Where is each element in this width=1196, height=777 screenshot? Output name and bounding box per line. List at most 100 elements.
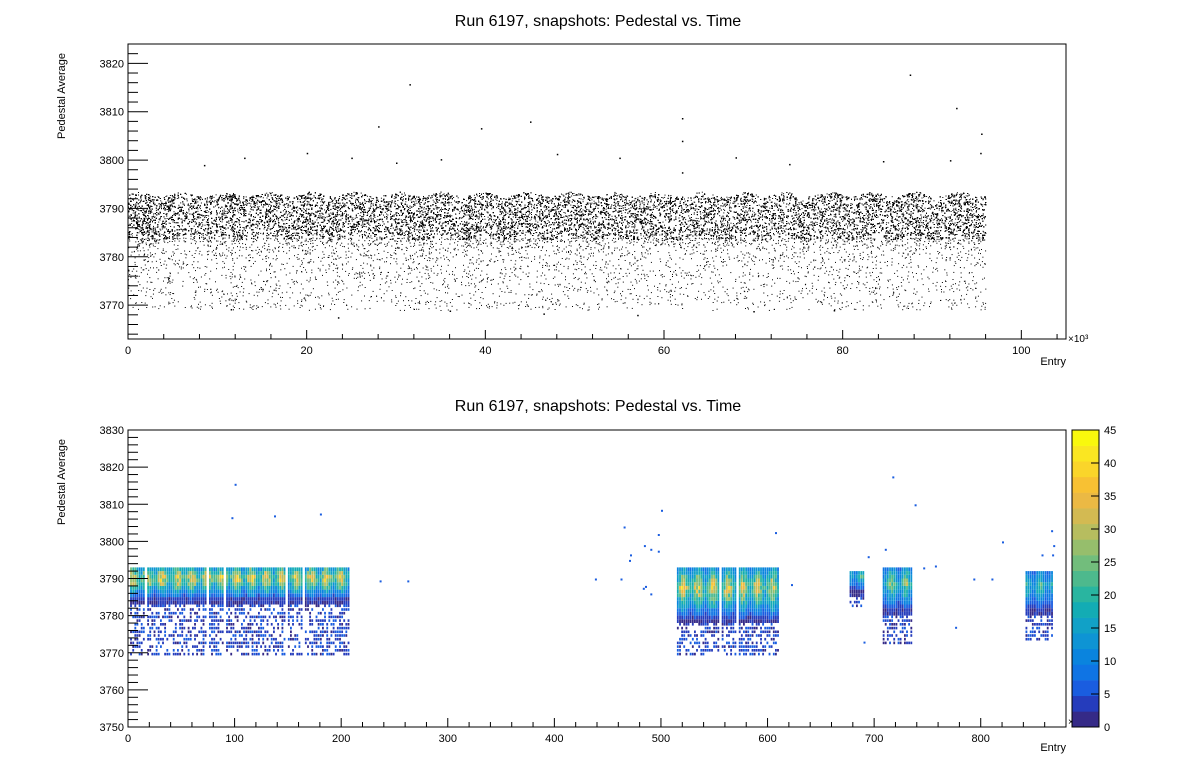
data-point	[454, 200, 455, 202]
data-point	[981, 237, 983, 239]
data-point	[824, 232, 826, 234]
data-point	[530, 224, 532, 225]
data-point	[151, 200, 153, 202]
data-point	[216, 210, 218, 211]
data-point	[719, 215, 721, 217]
data-point	[372, 207, 374, 209]
data-point	[557, 199, 559, 201]
data-point	[283, 228, 285, 230]
data-point	[734, 218, 736, 220]
data-point	[587, 233, 589, 235]
data-point	[496, 203, 498, 205]
data-point	[887, 215, 889, 217]
data-point	[783, 197, 785, 199]
data-point	[740, 199, 742, 201]
data-point	[361, 209, 362, 211]
data-point	[631, 232, 633, 233]
data-point	[932, 219, 934, 221]
data-point	[681, 199, 682, 201]
data-point	[498, 208, 500, 209]
data-point	[805, 203, 807, 204]
data-point	[407, 236, 409, 238]
data-point	[197, 208, 199, 210]
data-point	[362, 194, 363, 196]
data-point	[618, 229, 620, 231]
data-point	[344, 204, 346, 206]
data-point	[658, 209, 660, 211]
data-point	[466, 205, 468, 207]
data-point	[832, 211, 834, 213]
data-point	[732, 216, 734, 218]
data-point	[706, 198, 708, 200]
data-point	[916, 219, 918, 221]
data-point	[816, 214, 818, 216]
data-point	[348, 200, 350, 202]
data-point	[447, 214, 449, 216]
data-point	[920, 218, 922, 220]
data-point	[410, 232, 412, 234]
data-point	[161, 208, 162, 210]
data-point	[605, 198, 607, 200]
data-point	[755, 194, 757, 196]
data-point	[297, 209, 299, 211]
data-point	[382, 209, 384, 211]
data-point	[457, 234, 459, 236]
data-point	[788, 204, 790, 206]
data-point	[668, 217, 670, 219]
data-point	[206, 201, 208, 203]
data-point	[332, 211, 334, 213]
data-point	[503, 208, 505, 210]
data-point	[908, 201, 910, 203]
data-point	[879, 196, 881, 198]
data-point	[196, 218, 198, 220]
data-point	[700, 224, 702, 226]
data-point	[570, 191, 572, 193]
data-point	[707, 214, 709, 216]
data-point	[763, 216, 765, 218]
data-point	[916, 208, 918, 210]
data-point	[721, 196, 722, 198]
data-point	[926, 223, 928, 224]
data-point	[287, 238, 289, 240]
data-point	[964, 234, 966, 236]
data-point	[367, 213, 369, 215]
data-point	[148, 229, 150, 231]
data-point	[187, 203, 189, 205]
data-point	[563, 206, 565, 208]
data-point	[266, 197, 268, 199]
data-point	[764, 216, 766, 218]
data-point	[547, 229, 549, 231]
data-point	[535, 227, 537, 229]
data-point	[717, 229, 719, 231]
data-point	[580, 193, 582, 195]
data-point	[794, 206, 796, 208]
data-point	[840, 201, 842, 203]
data-point	[267, 211, 269, 213]
data-point	[597, 216, 599, 218]
data-point	[538, 215, 540, 217]
data-point	[562, 194, 564, 196]
data-point	[521, 213, 523, 215]
data-point	[160, 205, 162, 207]
data-point	[536, 232, 538, 234]
data-point	[322, 233, 324, 235]
data-point	[239, 206, 241, 208]
data-point	[810, 235, 812, 237]
data-point	[954, 222, 956, 224]
data-point	[423, 196, 424, 197]
data-point	[402, 232, 404, 234]
data-point	[497, 226, 499, 228]
data-point	[867, 209, 869, 211]
data-point	[713, 215, 715, 217]
data-point	[885, 231, 887, 232]
data-point	[580, 198, 582, 200]
data-point	[959, 194, 961, 196]
data-point	[407, 235, 409, 237]
data-point	[943, 222, 945, 224]
data-point	[432, 224, 434, 225]
data-point	[906, 209, 908, 211]
data-point	[220, 207, 221, 209]
data-point	[415, 222, 416, 224]
data-point	[458, 213, 460, 215]
data-point	[326, 210, 328, 211]
